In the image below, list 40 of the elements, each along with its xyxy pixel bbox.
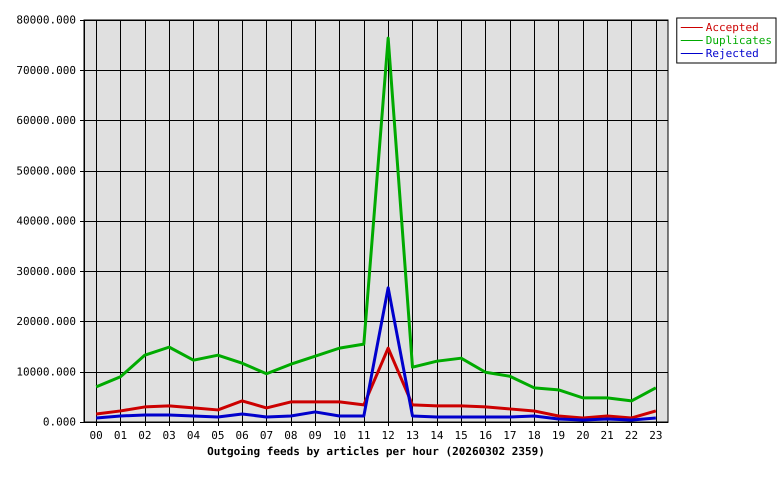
x-tick-label: 22 [624,429,638,442]
line-series [94,286,658,422]
x-tick-label: 19 [552,429,566,442]
line-series [94,36,658,402]
y-tick-label: 40000.000 [16,214,76,228]
x-tick-label: 04 [186,429,200,442]
x-tick-label: 11 [357,429,370,442]
x-tick-label: 03 [162,429,176,442]
legend-label: Accepted [706,21,759,34]
x-tick-label: 02 [138,429,152,442]
y-tick-label: 0.000 [42,416,76,428]
x-tick-label: 16 [478,429,492,442]
x-tick-label: 10 [332,429,346,442]
x-tick-label: 07 [260,429,274,442]
y-tick-label: 10000.000 [16,365,76,378]
y-tick-label: 80000.000 [16,14,76,26]
x-tick-label: 08 [284,429,298,442]
x-tick-label: 06 [236,429,249,442]
y-tick-label: 50000.000 [16,164,76,178]
x-tick-label: 14 [430,429,444,442]
x-tick-label: 13 [406,429,420,442]
legend-label: Rejected [706,47,759,60]
x-tick-label: 17 [503,429,516,442]
x-tick-label: 05 [211,429,224,442]
x-tick-label: 20 [576,429,590,442]
x-tick-label: 00 [90,429,103,442]
y-tick-label: 70000.000 [16,64,76,77]
x-tick-label: 12 [382,429,395,442]
line-series [94,346,658,420]
x-tick-label: 01 [114,429,128,442]
x-tick-label: 15 [454,429,468,442]
x-axis-title: Outgoing feeds by articles per hour (20260302 2359) [207,445,545,458]
x-tick-label: 09 [308,429,322,442]
legend-label: Duplicates [706,34,772,47]
x-tick-label: 23 [649,429,662,442]
x-tick-label: 18 [528,429,541,442]
y-tick-label: 60000.000 [16,114,76,127]
y-tick-label: 30000.000 [16,264,76,278]
x-tick-label: 21 [600,429,614,442]
y-tick-label: 20000.000 [16,315,76,328]
